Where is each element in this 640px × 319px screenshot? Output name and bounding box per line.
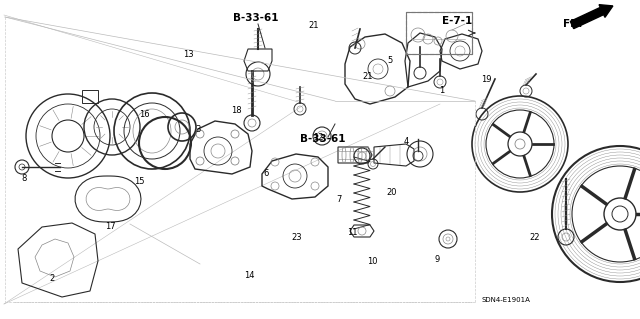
Bar <box>406 12 472 54</box>
Text: SDN4-E1901A: SDN4-E1901A <box>481 298 530 303</box>
FancyArrow shape <box>570 5 613 29</box>
Text: 21: 21 <box>363 72 373 81</box>
Text: 1: 1 <box>439 86 444 95</box>
Text: 7: 7 <box>337 195 342 204</box>
Text: 13: 13 <box>184 50 194 59</box>
Text: 23: 23 <box>292 233 302 242</box>
Text: 5: 5 <box>388 56 393 65</box>
Text: FR.: FR. <box>563 19 582 29</box>
Text: 12: 12 <box>314 133 324 142</box>
Text: 11: 11 <box>347 228 357 237</box>
Text: 6: 6 <box>263 169 268 178</box>
Text: 18: 18 <box>232 106 242 115</box>
Text: E-7-1: E-7-1 <box>442 16 473 26</box>
Text: B-33-61: B-33-61 <box>300 134 346 144</box>
Text: 22: 22 <box>529 233 540 242</box>
Text: 14: 14 <box>244 271 255 280</box>
Bar <box>82 90 98 103</box>
Bar <box>406 12 472 54</box>
Text: 20: 20 <box>387 189 397 197</box>
Text: 21: 21 <box>308 21 319 30</box>
Text: 8: 8 <box>22 174 27 183</box>
Text: 4: 4 <box>404 137 409 146</box>
Text: 2: 2 <box>50 274 55 283</box>
Text: 17: 17 <box>105 222 115 231</box>
Text: 15: 15 <box>134 177 145 186</box>
Text: 19: 19 <box>481 75 492 84</box>
Text: 10: 10 <box>367 257 378 266</box>
Text: 16: 16 <box>139 110 149 119</box>
Text: B-33-61: B-33-61 <box>233 12 279 23</box>
Text: 9: 9 <box>435 256 440 264</box>
Text: 3: 3 <box>196 125 201 134</box>
